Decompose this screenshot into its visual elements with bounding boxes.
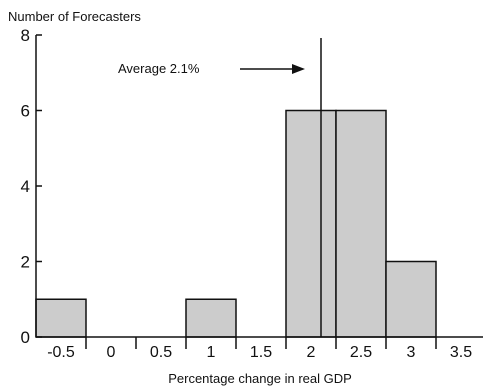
x-tick-label-0: -0.5 bbox=[47, 344, 75, 361]
average-arrowhead bbox=[292, 64, 305, 74]
bar-4 bbox=[385, 260, 437, 338]
bar-3 bbox=[335, 109, 387, 338]
x-tick-label-4: 1.5 bbox=[250, 344, 272, 361]
y-ticks-group: 0 2 4 6 8 bbox=[21, 26, 42, 347]
bar-1 bbox=[185, 298, 237, 338]
y-tick-label-0: 0 bbox=[21, 328, 30, 347]
y-tick-label-1: 2 bbox=[21, 253, 30, 272]
x-tick-label-2: 0.5 bbox=[150, 344, 172, 361]
y-tick-label-3: 6 bbox=[21, 102, 30, 121]
x-tick-label-6: 2.5 bbox=[350, 344, 372, 361]
bar-2 bbox=[285, 109, 337, 338]
x-tick-label-7: 3 bbox=[407, 344, 416, 361]
x-tick-label-8: 3.5 bbox=[450, 344, 472, 361]
average-annotation: Average 2.1% bbox=[118, 61, 200, 76]
y-tick-label-2: 4 bbox=[21, 177, 30, 196]
x-tick-label-1: 0 bbox=[107, 344, 116, 361]
x-tick-label-3: 1 bbox=[207, 344, 216, 361]
y-axis-title: Number of Forecasters bbox=[8, 9, 141, 24]
bars-group bbox=[35, 109, 437, 338]
x-axis-title: Percentage change in real GDP bbox=[168, 371, 352, 386]
x-ticks-group: -0.5 0 0.5 1 1.5 2 2.5 3 3.5 bbox=[47, 337, 472, 361]
x-tick-label-5: 2 bbox=[307, 344, 316, 361]
bar-0 bbox=[35, 298, 87, 338]
y-tick-label-4: 8 bbox=[21, 26, 30, 45]
